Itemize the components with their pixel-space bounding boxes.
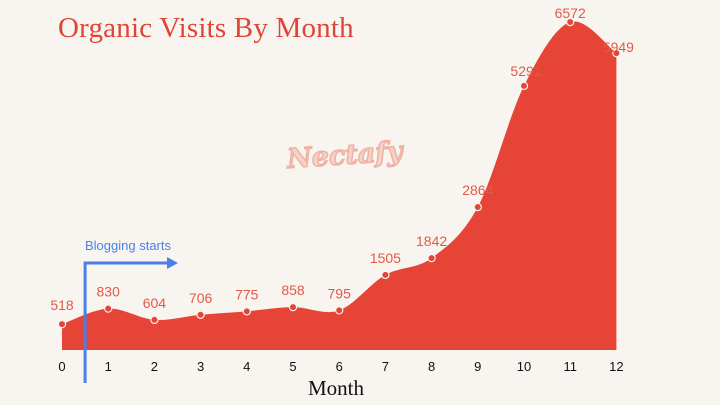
data-label: 795 — [328, 285, 352, 301]
x-tick-label: 12 — [609, 359, 623, 374]
x-tick-label: 7 — [382, 359, 389, 374]
x-tick-label: 9 — [474, 359, 481, 374]
x-tick-label: 8 — [428, 359, 435, 374]
annotation-blogging-starts: Blogging starts — [85, 238, 171, 253]
data-label: 604 — [143, 295, 167, 311]
data-label: 6572 — [555, 5, 586, 21]
data-label: 830 — [97, 284, 121, 300]
x-tick-label: 10 — [517, 359, 531, 374]
data-point — [427, 253, 436, 263]
arrowhead-icon — [167, 257, 178, 269]
data-label: 858 — [281, 282, 305, 298]
x-tick-label: 11 — [563, 359, 577, 374]
data-point — [288, 302, 298, 312]
data-point — [196, 310, 205, 319]
x-tick-label: 3 — [197, 359, 204, 374]
data-point — [103, 304, 113, 313]
annotation-arrow — [83, 261, 168, 383]
visits-area — [62, 21, 617, 350]
x-tick-label: 4 — [243, 359, 250, 374]
data-label: 518 — [50, 297, 74, 313]
x-tick-label: 5 — [289, 359, 296, 374]
data-point — [566, 17, 575, 27]
data-label: 5291 — [510, 63, 541, 79]
data-label: 1842 — [416, 233, 447, 249]
x-tick-label: 1 — [105, 359, 112, 374]
data-point — [612, 48, 621, 58]
data-label: 706 — [189, 290, 213, 306]
x-axis-label: Month — [308, 376, 365, 400]
x-tick-label: 2 — [151, 359, 158, 374]
data-label: 5949 — [603, 39, 634, 55]
x-tick-label: 6 — [336, 359, 343, 374]
data-label: 1505 — [370, 250, 401, 266]
data-label: 775 — [235, 286, 259, 302]
data-point — [150, 315, 159, 325]
data-point — [473, 202, 482, 212]
data-point — [381, 270, 390, 280]
data-point — [57, 319, 67, 329]
data-point — [335, 306, 344, 315]
data-label: 2864 — [462, 182, 493, 198]
x-tick-label: 0 — [58, 359, 65, 374]
data-point — [242, 307, 251, 316]
data-point — [519, 81, 529, 91]
chart-title: Organic Visits By Month — [58, 12, 354, 44]
